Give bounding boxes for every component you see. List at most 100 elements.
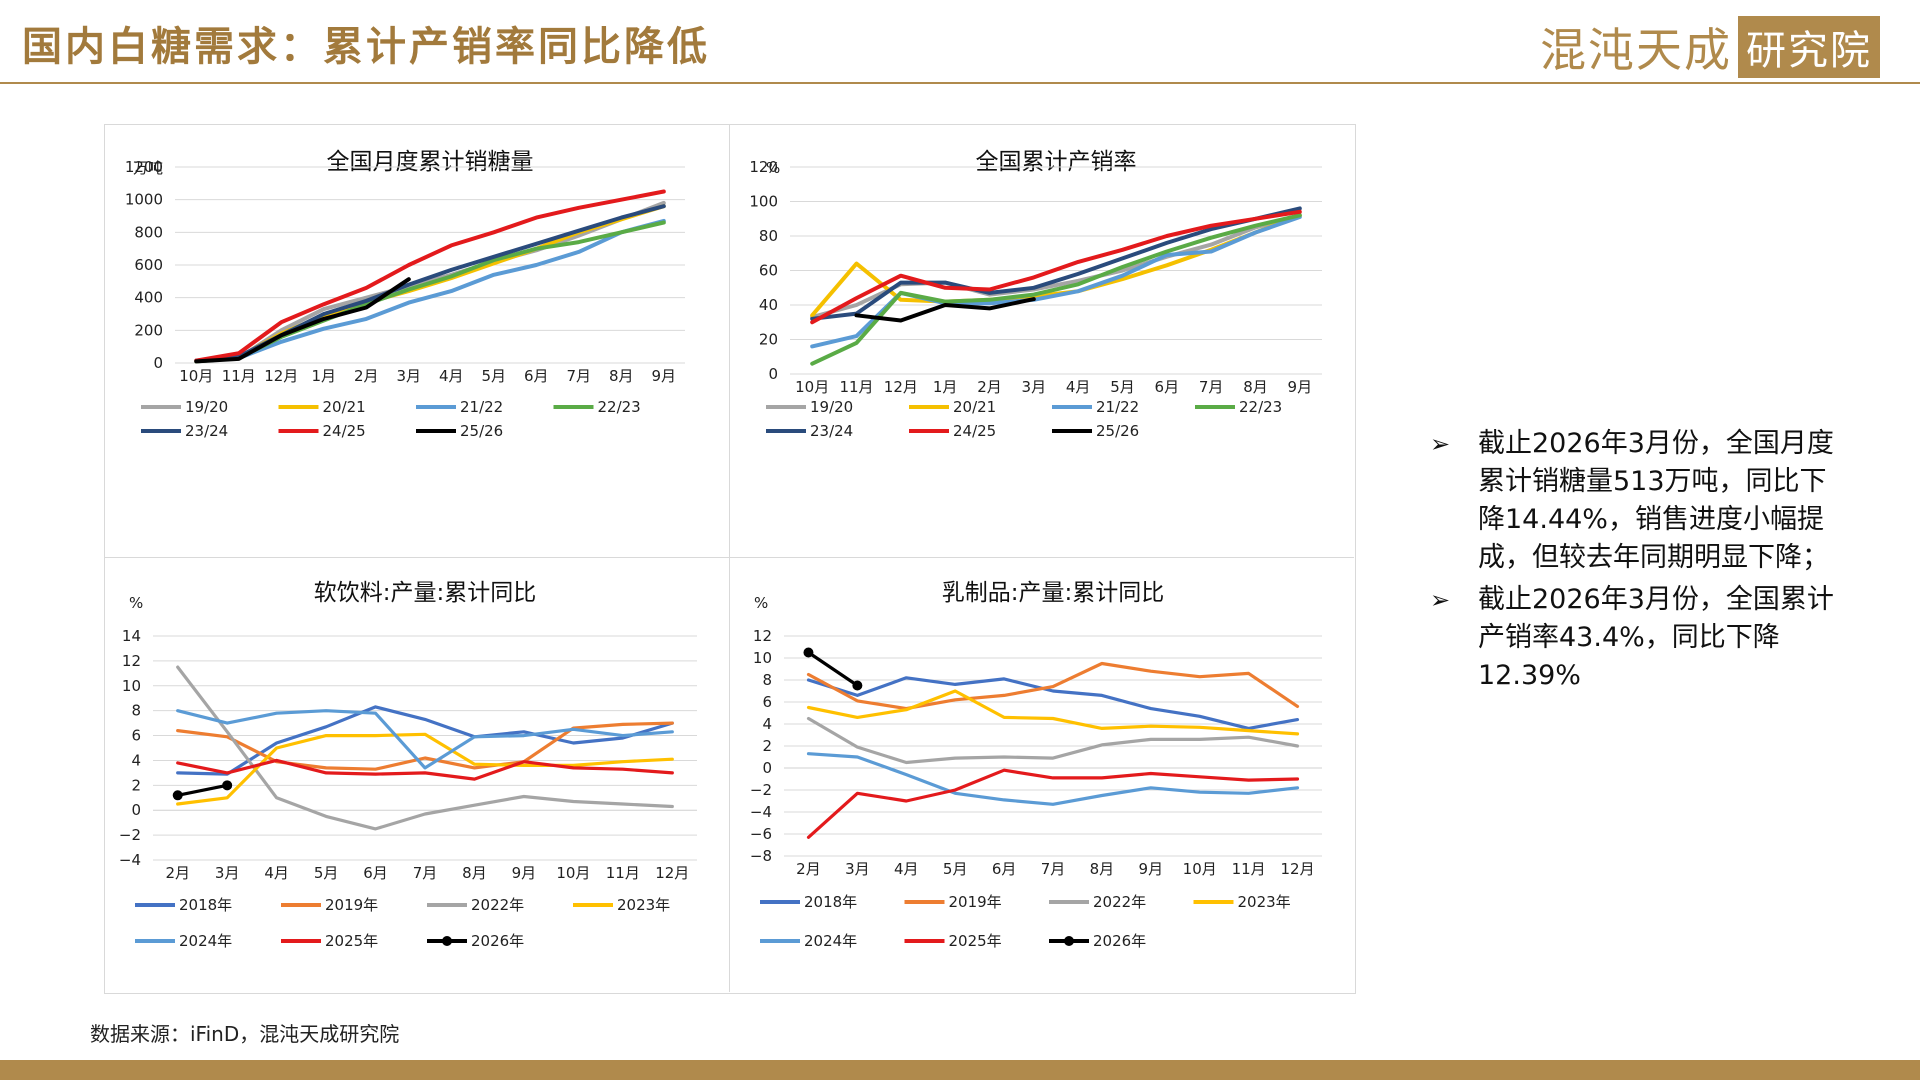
series-line	[810, 209, 1302, 325]
x-tick-label: 7月	[1041, 860, 1066, 878]
x-tick-label: 1月	[933, 378, 958, 396]
x-tick-label: 6月	[524, 367, 549, 385]
y-tick-label: −2	[750, 781, 772, 799]
commentary-bullet: ➢ 截止2026年3月份，全国累计产销率43.4%，同比下降12.39%	[1430, 581, 1850, 695]
panel-horizontal-divider	[104, 557, 1354, 558]
y-tick-label: 200	[134, 321, 163, 339]
x-tick-label: 5月	[943, 860, 968, 878]
legend-label: 22/23	[598, 398, 641, 416]
x-tick-label: 1月	[311, 367, 336, 385]
y-tick-label: 0	[131, 801, 141, 819]
series-point	[172, 790, 183, 801]
x-tick-label: 4月	[1066, 378, 1091, 396]
x-tick-label: 9月	[512, 864, 537, 882]
panel-vertical-divider	[729, 124, 730, 992]
y-axis-unit-label: %	[754, 594, 768, 612]
x-tick-label: 8月	[1243, 378, 1268, 396]
legend-label: 2025年	[949, 932, 1002, 950]
y-tick-label: 100	[749, 193, 778, 211]
legend-label: 2024年	[804, 932, 857, 950]
x-tick-label: 6月	[992, 860, 1017, 878]
y-tick-label: 0	[768, 365, 778, 383]
series-line	[806, 650, 859, 688]
x-tick-label: 7月	[566, 367, 591, 385]
x-tick-label: 2月	[165, 864, 190, 882]
y-tick-label: 8	[762, 671, 772, 689]
series-line	[176, 758, 674, 781]
y-tick-label: 4	[131, 751, 141, 769]
chart-cumulative-sugar-sales: 全国月度累计销糖量 万吨 0 200 400 600 800 1000 1200 10月 11月 12…	[125, 149, 685, 440]
x-tick-label: 10月	[556, 864, 590, 882]
legend-label: 2018年	[179, 896, 232, 914]
logo-box-text: 研究院	[1738, 16, 1880, 78]
x-tick-label: 12月	[655, 864, 689, 882]
y-tick-label: 40	[759, 296, 778, 314]
legend-label: 21/22	[460, 398, 503, 416]
x-tick-label: 12月	[1280, 860, 1314, 878]
y-tick-label: 8	[131, 702, 141, 720]
legend-label: 2024年	[179, 932, 232, 950]
x-tick-label: 9月	[651, 367, 676, 385]
legend-label: 20/21	[953, 398, 996, 416]
y-tick-label: 120	[749, 158, 778, 176]
legend-label: 2025年	[325, 932, 378, 950]
x-tick-label: 7月	[1199, 378, 1224, 396]
y-tick-label: −8	[750, 847, 772, 865]
x-tick-label: 12月	[264, 367, 298, 385]
y-tick-label: 4	[762, 715, 772, 733]
legend-label: 25/26	[460, 422, 503, 440]
legend-label: 2019年	[325, 896, 378, 914]
legend-label: 19/20	[810, 398, 853, 416]
legend-label: 19/20	[185, 398, 228, 416]
legend-label: 23/24	[185, 422, 228, 440]
legend-label: 22/23	[1239, 398, 1282, 416]
x-tick-label: 8月	[462, 864, 487, 882]
chart-title: 全国累计产销率	[976, 149, 1137, 175]
y-tick-label: 1200	[125, 158, 163, 176]
legend-label: 24/25	[323, 422, 366, 440]
header-divider	[0, 82, 1920, 84]
y-axis-unit-label: %	[129, 594, 143, 612]
y-tick-label: 12	[122, 652, 141, 670]
x-tick-label: 2月	[796, 860, 821, 878]
footer-band	[0, 1060, 1920, 1080]
x-tick-label: 10月	[1183, 860, 1217, 878]
legend-label: 2022年	[471, 896, 524, 914]
x-tick-label: 3月	[215, 864, 240, 882]
y-tick-label: −6	[750, 825, 772, 843]
y-tick-label: 60	[759, 262, 778, 280]
x-tick-label: 8月	[609, 367, 634, 385]
company-logo: 混沌天成 研究院	[1540, 14, 1880, 80]
chart-title: 软饮料:产量:累计同比	[314, 580, 537, 606]
y-tick-label: 6	[131, 727, 141, 745]
x-tick-label: 2月	[354, 367, 379, 385]
x-tick-label: 5月	[481, 367, 506, 385]
legend-label: 2023年	[617, 896, 670, 914]
series-line	[810, 213, 1302, 366]
legend-label: 2026年	[471, 932, 524, 950]
legend-label: 2026年	[1093, 932, 1146, 950]
legend-label: 24/25	[953, 422, 996, 440]
logo-text: 混沌天成	[1540, 23, 1732, 77]
y-tick-label: −2	[119, 826, 141, 844]
series-line	[176, 721, 674, 771]
x-tick-label: 11月	[839, 378, 873, 396]
chart-title: 乳制品:产量:累计同比	[942, 580, 1165, 606]
y-tick-label: 14	[122, 627, 141, 645]
x-tick-label: 3月	[1022, 378, 1047, 396]
y-tick-label: 600	[134, 256, 163, 274]
y-tick-label: 1000	[125, 191, 163, 209]
legend-label: 2018年	[804, 893, 857, 911]
bullet-arrow-icon: ➢	[1430, 586, 1451, 614]
y-tick-label: 0	[153, 354, 163, 372]
y-tick-label: 6	[762, 693, 772, 711]
bullet-text: 截止2026年3月份，全国月度累计销糖量513万吨，同比下降14.44%，销售进…	[1478, 428, 1834, 573]
y-tick-label: −4	[119, 851, 141, 869]
x-tick-label: 3月	[845, 860, 870, 878]
series-line	[806, 768, 1300, 839]
series-line	[806, 689, 1300, 736]
legend-label: 23/24	[810, 422, 853, 440]
x-tick-label: 3月	[396, 367, 421, 385]
page-title: 国内白糖需求：累计产销率同比降低	[22, 23, 710, 70]
legend-marker	[1064, 936, 1074, 946]
